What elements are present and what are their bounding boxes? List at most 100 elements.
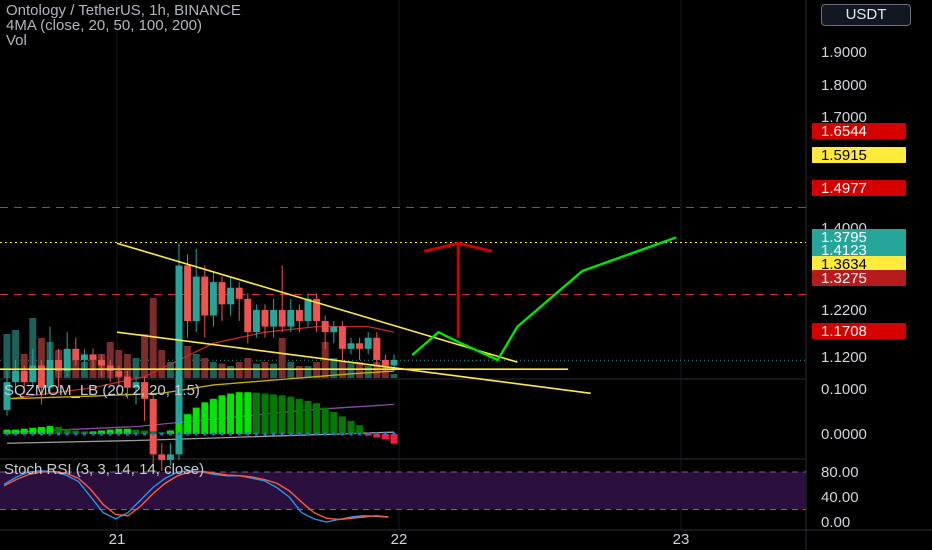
squeeze-tick-label: 0.0000 — [821, 426, 867, 443]
squeeze-dot — [306, 432, 310, 436]
moving-average-ma20 — [6, 325, 395, 400]
stoch-rsi-label: Stoch RSI (3, 3, 14, 14, close) — [4, 461, 205, 478]
squeeze-bar — [201, 402, 209, 434]
squeeze-bar — [3, 429, 11, 434]
squeeze-dot — [211, 432, 215, 436]
squeeze-bar — [55, 426, 63, 434]
candle-body — [158, 454, 166, 460]
squeeze-dot — [315, 432, 319, 436]
squeeze-dot — [237, 432, 241, 436]
candle-body — [244, 298, 252, 333]
candle-body — [261, 309, 269, 327]
squeeze-dot — [220, 432, 224, 436]
volume-bar — [192, 354, 200, 378]
candle-body — [132, 382, 140, 388]
price-label-value: 1.1708 — [821, 323, 867, 340]
candle-body — [175, 265, 183, 455]
candle-body — [80, 354, 88, 360]
squeeze-dot — [74, 432, 78, 436]
squeeze-tick-label: 0.1000 — [821, 381, 867, 398]
squeeze-dot — [100, 432, 104, 436]
candle-body — [338, 326, 346, 349]
squeeze-bar — [287, 396, 295, 434]
price-tick-label: 1.8000 — [821, 77, 867, 94]
volume-bar — [201, 358, 209, 378]
candle-body — [235, 287, 243, 299]
squeeze-bar — [278, 395, 286, 434]
volume-bar — [184, 346, 192, 378]
price-label-box — [812, 147, 906, 163]
candle-body — [330, 326, 338, 333]
candle-body — [209, 282, 217, 316]
time-tick-label: 23 — [673, 531, 690, 548]
volume-bar — [287, 362, 295, 378]
price-tick-label: 1.1200 — [821, 349, 867, 366]
squeeze-bar — [390, 434, 398, 444]
squeeze-dot — [289, 432, 293, 436]
squeeze-bar — [218, 395, 226, 434]
volume-bar — [123, 354, 131, 378]
squeeze-bar — [20, 428, 28, 434]
squeeze-dot — [5, 432, 9, 436]
volume-bar — [235, 362, 243, 378]
candle-body — [46, 359, 54, 388]
squeeze-bar — [175, 423, 183, 434]
volume-bar — [295, 366, 303, 378]
squeeze-dot — [14, 432, 18, 436]
squeeze-dot — [229, 432, 233, 436]
moving-average-ma200 — [6, 431, 395, 444]
ma-indicator-label: 4MA (close, 20, 50, 100, 200) — [6, 17, 202, 34]
squeeze-bar — [184, 414, 192, 434]
squeeze-dot — [108, 432, 112, 436]
candle-body — [381, 359, 389, 366]
squeeze-dot — [65, 432, 69, 436]
squeeze-bar — [304, 401, 312, 434]
price-label-value: 1.4977 — [821, 180, 867, 197]
candle-body — [141, 382, 149, 399]
price-label-value: 1.3634 — [821, 256, 867, 273]
squeeze-bar — [313, 403, 321, 434]
squeeze-bar — [106, 429, 114, 434]
volume-bar — [321, 342, 329, 378]
price-label-value: 1.5915 — [821, 147, 867, 164]
squeeze-bar — [321, 407, 329, 434]
candle-body — [12, 371, 20, 383]
volume-bar — [3, 334, 11, 378]
volume-bar — [278, 338, 286, 378]
candle-body — [29, 365, 37, 383]
squeeze-dot — [168, 432, 172, 436]
stoch-d-line — [3, 470, 389, 521]
squeeze-bar — [63, 428, 71, 434]
volume-bar — [244, 358, 252, 378]
squeeze-bar — [98, 430, 106, 434]
price-label-value: 1.3795 — [821, 229, 867, 246]
volume-bar — [166, 362, 174, 378]
squeeze-dot — [48, 432, 52, 436]
candle-body — [278, 309, 286, 327]
squeeze-bar — [12, 429, 20, 434]
squeeze-bar — [373, 434, 381, 438]
squeeze-bar — [123, 428, 131, 434]
stoch-tick-label: 40.00 — [821, 489, 859, 506]
squeeze-dot — [57, 432, 61, 436]
squeeze-bar — [72, 430, 80, 434]
squeeze-bar — [270, 394, 278, 434]
candle-body — [373, 337, 381, 360]
price-label-box — [812, 180, 906, 196]
price-label-box — [812, 256, 906, 272]
volume-bar — [132, 358, 140, 378]
squeeze-bar — [244, 392, 252, 434]
candle-body — [89, 354, 97, 360]
squeeze-dot — [91, 432, 95, 436]
squeeze-bar — [235, 392, 243, 434]
candle-body — [192, 276, 200, 322]
currency-button[interactable]: USDT — [821, 4, 911, 26]
moving-average-ma50 — [6, 370, 395, 400]
volume-bar — [252, 363, 260, 378]
time-tick-label: 21 — [109, 531, 126, 548]
volume-indicator-label: Vol — [6, 32, 27, 49]
candle-body — [72, 348, 80, 360]
volume-bar — [304, 366, 312, 378]
squeeze-dot — [82, 432, 86, 436]
